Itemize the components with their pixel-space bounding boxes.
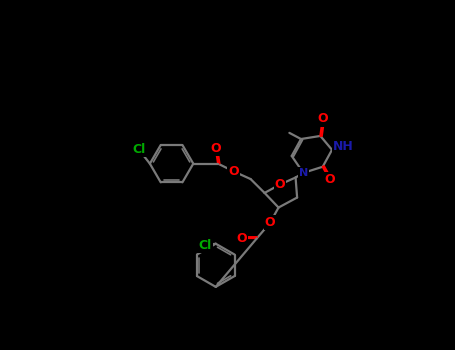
Text: O: O: [324, 173, 335, 186]
Text: NH: NH: [333, 140, 354, 153]
Text: O: O: [265, 216, 275, 230]
Text: O: O: [228, 165, 239, 178]
Text: O: O: [275, 178, 285, 191]
Text: O: O: [210, 142, 221, 155]
Text: Cl: Cl: [132, 143, 146, 156]
Text: N: N: [298, 168, 308, 178]
Text: O: O: [318, 112, 328, 126]
Text: Cl: Cl: [198, 239, 212, 252]
Text: O: O: [236, 232, 247, 245]
